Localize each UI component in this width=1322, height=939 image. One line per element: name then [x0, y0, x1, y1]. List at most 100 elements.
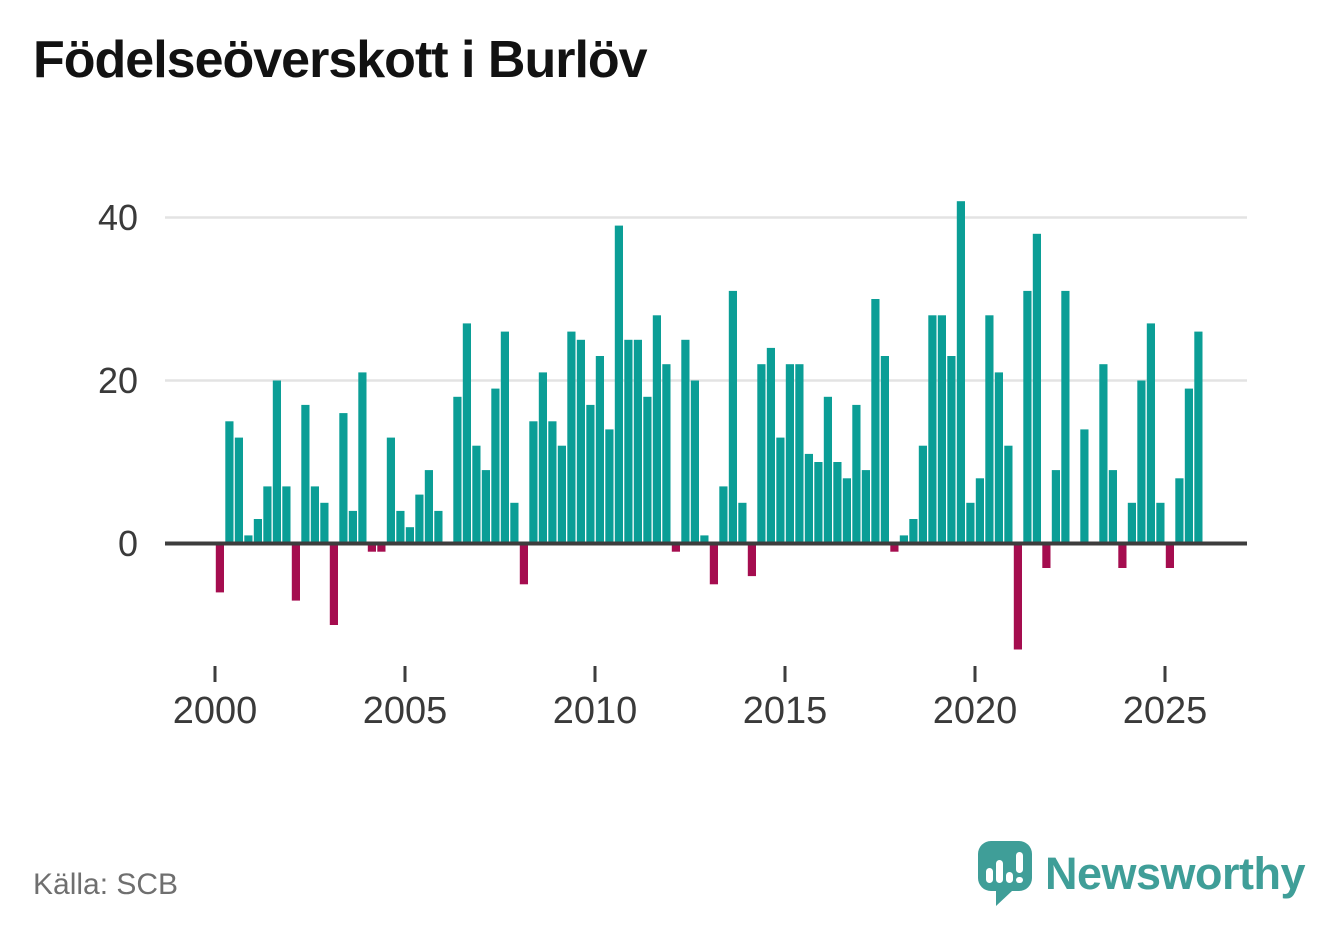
bar-2014-q3: [766, 347, 775, 544]
bar-2004-q4: [396, 510, 405, 544]
bar-2010-q1: [595, 356, 604, 544]
bar-2020-q4: [1004, 445, 1013, 544]
x-tick-2010: [593, 666, 597, 682]
bar-2005-q3: [424, 470, 433, 544]
bar-2001-q3: [272, 380, 281, 544]
bar-2024-q1: [1127, 502, 1136, 544]
bar-2002-q3: [310, 486, 319, 544]
bar-2003-q2: [339, 413, 348, 544]
gridline-20: [165, 379, 1247, 382]
bar-2000-q4: [244, 535, 253, 544]
x-tick-2000: [213, 666, 217, 682]
bar-2018-q3: [918, 445, 927, 544]
bar-2019-q4: [966, 502, 975, 544]
bar-2002-q4: [320, 502, 329, 544]
bar-2019-q1: [937, 315, 946, 544]
bar-2024-q2: [1137, 380, 1146, 544]
bar-2007-q4: [510, 502, 519, 544]
bar-2013-q4: [738, 502, 747, 544]
bar-2004-q2: [377, 543, 386, 552]
bar-2012-q1: [671, 543, 680, 552]
y-tick-label-20: 20: [98, 360, 138, 401]
bar-2024-q3: [1146, 323, 1155, 544]
bar-2008-q4: [548, 421, 557, 544]
bar-2020-q1: [975, 478, 984, 544]
gridline-40: [165, 216, 1247, 219]
x-tick-label-2020: 2020: [933, 690, 1018, 732]
bar-2004-q1: [367, 543, 376, 552]
bar-2001-q4: [282, 486, 291, 544]
bar-2007-q3: [500, 331, 509, 544]
x-tick-2015: [783, 666, 787, 682]
bar-2010-q4: [624, 339, 633, 544]
bar-2022-q1: [1051, 470, 1060, 544]
chart-title: Födelseöverskott i Burlöv: [33, 31, 648, 89]
bar-2018-q4: [928, 315, 937, 544]
bar-2016-q4: [852, 404, 861, 544]
y-tick-label-0: 0: [118, 523, 138, 564]
bar-2007-q2: [491, 388, 500, 544]
bar-2005-q2: [415, 494, 424, 544]
bar-2000-q1: [215, 543, 224, 593]
bar-2021-q1: [1013, 543, 1022, 650]
bar-2013-q2: [719, 486, 728, 544]
brand-name: Newsworthy: [1045, 848, 1306, 899]
bar-2005-q1: [405, 527, 414, 544]
bar-2003-q4: [358, 372, 367, 544]
bar-2025-q4: [1194, 331, 1203, 544]
newsworthy-bubble-icon: [978, 841, 1032, 906]
bar-2009-q2: [567, 331, 576, 544]
bar-2009-q1: [557, 445, 566, 544]
bar-2005-q4: [434, 510, 443, 544]
bar-2004-q3: [386, 437, 395, 544]
bar-2001-q2: [263, 486, 272, 544]
bar-2021-q2: [1023, 290, 1032, 544]
bar-2010-q3: [614, 225, 623, 544]
bar-2015-q2: [795, 364, 804, 544]
bar-2006-q2: [453, 396, 462, 544]
x-tick-label-2005: 2005: [363, 690, 448, 732]
bar-2015-q1: [785, 364, 794, 544]
bar-2006-q4: [472, 445, 481, 544]
bar-2016-q3: [842, 478, 851, 544]
bar-2009-q4: [586, 404, 595, 544]
x-tick-label-2010: 2010: [553, 690, 638, 732]
bar-2017-q4: [890, 543, 899, 552]
bar-2002-q1: [291, 543, 300, 601]
bar-2024-q4: [1156, 502, 1165, 544]
bar-2022-q2: [1061, 290, 1070, 544]
bar-2009-q3: [576, 339, 585, 544]
bar-2007-q1: [481, 470, 490, 544]
bar-2000-q3: [234, 437, 243, 544]
bar-2003-q3: [348, 510, 357, 544]
bar-2023-q4: [1118, 543, 1127, 568]
bar-2000-q2: [225, 421, 234, 544]
x-axis-line: [165, 541, 1247, 546]
bar-2015-q4: [814, 462, 823, 544]
x-tick-label-2000: 2000: [173, 690, 258, 732]
bar-2020-q3: [994, 372, 1003, 544]
bar-2018-q1: [899, 535, 908, 544]
bar-2008-q3: [538, 372, 547, 544]
bar-2021-q4: [1042, 543, 1051, 568]
bar-2003-q1: [329, 543, 338, 625]
bar-2015-q3: [804, 453, 813, 544]
bar-2018-q2: [909, 519, 918, 544]
bar-2019-q2: [947, 356, 956, 544]
bar-2017-q1: [861, 470, 870, 544]
bar-2011-q1: [633, 339, 642, 544]
bar-2001-q1: [253, 519, 262, 544]
bar-2022-q4: [1080, 429, 1089, 544]
bar-2020-q2: [985, 315, 994, 544]
bar-2002-q2: [301, 404, 310, 544]
bar-2025-q1: [1165, 543, 1174, 568]
bar-2011-q4: [662, 364, 671, 544]
bar-2025-q2: [1175, 478, 1184, 544]
bar-2017-q2: [871, 299, 880, 544]
bar-2023-q2: [1099, 364, 1108, 544]
bar-2012-q4: [700, 535, 709, 544]
bar-2019-q3: [956, 201, 965, 544]
bar-2011-q3: [652, 315, 661, 544]
